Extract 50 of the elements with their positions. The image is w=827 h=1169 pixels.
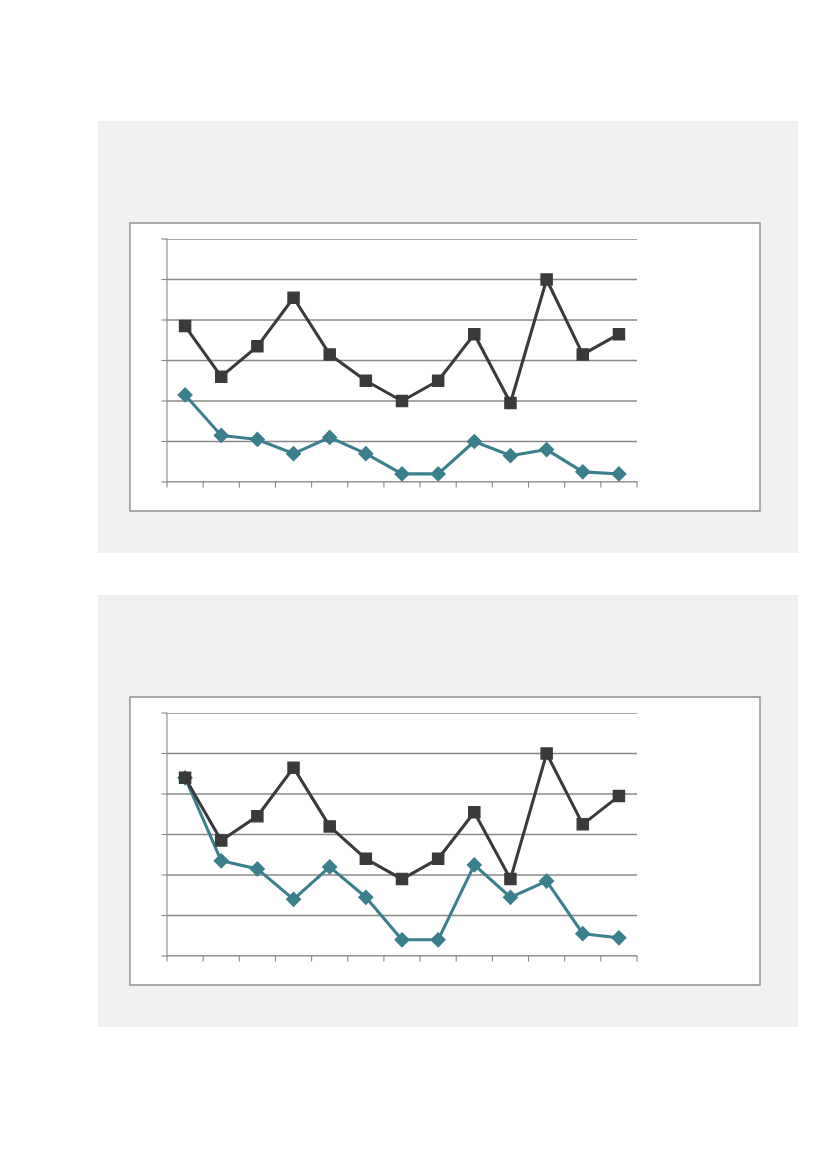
point	[323, 820, 336, 833]
point	[502, 448, 519, 464]
point	[611, 466, 627, 482]
point	[322, 429, 338, 446]
point	[214, 834, 228, 847]
point	[468, 327, 481, 341]
point	[394, 466, 410, 482]
point	[575, 464, 591, 480]
point	[430, 466, 446, 482]
point	[540, 747, 553, 760]
point	[539, 873, 555, 889]
point	[539, 442, 555, 458]
point	[575, 926, 591, 942]
point	[214, 370, 228, 383]
point	[287, 291, 300, 304]
point	[576, 348, 590, 361]
point	[213, 853, 229, 869]
point	[358, 446, 374, 462]
point	[249, 861, 265, 877]
point	[178, 319, 192, 333]
point	[323, 348, 336, 361]
point	[213, 427, 229, 443]
point	[466, 857, 482, 873]
point	[466, 433, 482, 450]
point	[251, 340, 264, 353]
point	[287, 761, 300, 774]
point	[540, 273, 553, 286]
point	[395, 394, 409, 408]
point	[431, 374, 445, 388]
point	[430, 932, 446, 948]
point	[611, 930, 627, 946]
point	[504, 872, 517, 886]
point	[576, 818, 590, 831]
point	[359, 374, 373, 388]
point	[251, 810, 264, 823]
point	[612, 327, 626, 341]
point	[395, 872, 409, 886]
point	[612, 789, 626, 803]
point	[249, 431, 265, 448]
point	[285, 891, 302, 907]
point	[502, 889, 519, 905]
point	[468, 805, 481, 819]
point	[359, 852, 373, 866]
point	[431, 852, 445, 866]
point	[322, 859, 338, 875]
point	[177, 387, 193, 403]
point	[285, 446, 302, 462]
point	[504, 396, 517, 410]
point	[394, 932, 410, 948]
point	[358, 889, 374, 905]
